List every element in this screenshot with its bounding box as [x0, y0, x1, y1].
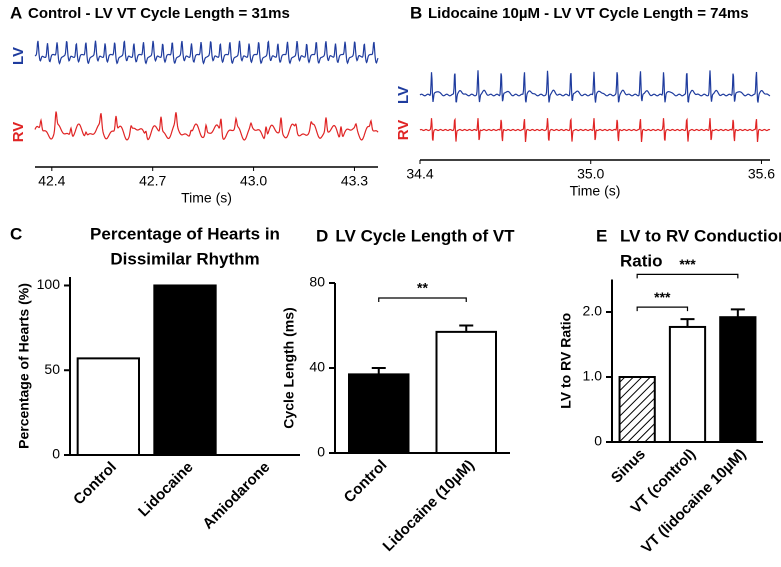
panel-title: Dissimilar Rhythm	[110, 249, 259, 268]
y-tick-label: 2.0	[583, 303, 603, 319]
bar	[348, 373, 410, 454]
panel-letter: C	[10, 224, 22, 243]
x-tick-label: Control	[341, 457, 391, 507]
bar	[618, 376, 656, 443]
axes	[334, 283, 510, 454]
y-tick-label: 0	[594, 433, 602, 449]
panel-letter: E	[596, 226, 607, 245]
significance-label: ***	[679, 256, 696, 272]
trace	[34, 111, 379, 141]
x-tick-label: 34.4	[406, 166, 433, 182]
trace-label: RV	[395, 120, 412, 141]
x-tick-label: Lidocaine (10µM)	[380, 457, 478, 555]
y-tick-label: 1.0	[583, 368, 603, 384]
bar	[153, 284, 217, 456]
x-tick-label: Lidocaine	[135, 459, 197, 521]
panel-title: Percentage of Hearts in	[90, 224, 280, 243]
bar	[719, 316, 757, 444]
significance-bracket	[378, 297, 467, 302]
error-bar	[371, 367, 386, 375]
panel-title: Ratio	[620, 251, 663, 270]
error-bar	[680, 318, 695, 327]
panel-letter: B	[410, 3, 422, 22]
panel-letter: D	[316, 226, 328, 245]
error-bar	[730, 308, 745, 318]
x-axis-label: Time (s)	[570, 183, 621, 199]
x-tick-label: 35.0	[577, 166, 604, 182]
y-tick-label: 40	[309, 359, 325, 375]
x-tick-label: 35.6	[748, 166, 775, 182]
y-axis-label: LV to RV Ratio	[558, 313, 574, 409]
significance-bracket	[636, 273, 739, 279]
panel-title: LV Cycle Length of VT	[335, 226, 515, 245]
x-tick-label: Sinus	[608, 446, 649, 487]
trace	[419, 117, 771, 143]
x-tick-label: 43.0	[240, 173, 267, 189]
significance-label: **	[417, 280, 428, 296]
y-tick-label: 80	[309, 274, 325, 290]
panel-title: LV to RV Conduction	[620, 226, 781, 245]
x-tick-label: 43.3	[341, 173, 368, 189]
significance-bracket	[636, 306, 689, 312]
panel-title: Lidocaine 10µM - LV VT Cycle Length = 74…	[428, 5, 749, 22]
bar	[435, 330, 497, 454]
y-axis-label: Percentage of Hearts (%)	[16, 283, 32, 449]
error-bar	[459, 324, 474, 332]
significance-label: ***	[654, 289, 671, 305]
y-axis-label: Cycle Length (ms)	[281, 307, 297, 428]
x-tick-label: Amiodarone	[199, 459, 273, 533]
axes	[69, 277, 300, 456]
trace-label: LV	[10, 47, 27, 65]
y-tick-label: 0	[52, 446, 60, 462]
trace	[419, 70, 771, 103]
panel-title: Control - LV VT Cycle Length = 31ms	[28, 5, 290, 22]
x-axis-label: Time (s)	[181, 190, 232, 206]
x-tick-label: 42.7	[139, 173, 166, 189]
x-tick-label: 42.4	[38, 173, 65, 189]
bar	[668, 325, 707, 444]
trace-label: RV	[10, 122, 27, 143]
panel-letter: A	[10, 3, 22, 22]
trace-label: LV	[395, 86, 412, 104]
y-tick-label: 0	[317, 444, 325, 460]
y-tick-label: 100	[37, 276, 61, 292]
axes	[611, 279, 763, 443]
trace	[34, 40, 379, 65]
bar	[76, 357, 140, 456]
x-tick-label: Control	[70, 459, 120, 509]
y-tick-label: 50	[44, 361, 60, 377]
